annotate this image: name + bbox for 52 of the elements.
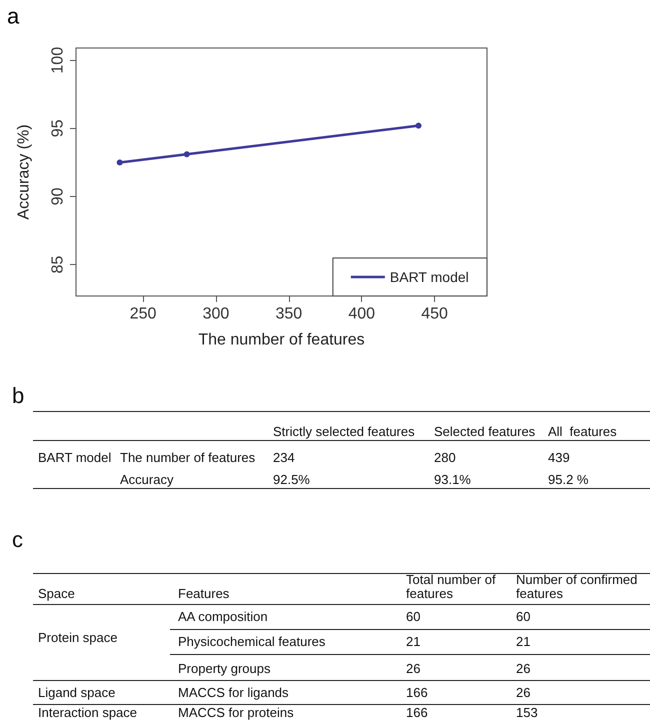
text: 234 bbox=[273, 450, 296, 465]
y-tick-label: 100 bbox=[50, 46, 66, 74]
text: 280 bbox=[434, 450, 457, 465]
text: 95.2 % bbox=[548, 472, 590, 487]
text: 21 bbox=[406, 634, 422, 649]
text: Ligand space bbox=[38, 685, 116, 700]
y-tick-label: 95 bbox=[50, 119, 66, 138]
text: 21 bbox=[516, 634, 532, 649]
text: 60 bbox=[516, 609, 532, 624]
legend-label: BART model bbox=[390, 269, 469, 285]
x-axis-title: The number of features bbox=[198, 332, 365, 348]
x-tick-label: 350 bbox=[275, 306, 302, 322]
text: Space bbox=[38, 586, 76, 601]
x-tick-label: 450 bbox=[421, 306, 448, 322]
text: Number of confirmed features bbox=[516, 572, 638, 601]
y-tick-label: 85 bbox=[50, 256, 66, 274]
text: Strictly selected features bbox=[273, 424, 416, 439]
y-tick-label: 90 bbox=[50, 188, 66, 206]
text: MACCS for proteins bbox=[178, 705, 295, 720]
text: 166 bbox=[406, 685, 429, 700]
text: Protein space bbox=[38, 630, 118, 645]
text: 92.5% bbox=[273, 472, 311, 487]
point bbox=[116, 159, 123, 166]
x-tick-label: 250 bbox=[130, 306, 156, 322]
text: Accuracy bbox=[120, 472, 174, 487]
text: AA composition bbox=[178, 609, 269, 624]
text: MACCS for ligands bbox=[178, 685, 290, 700]
text: 153 bbox=[516, 705, 539, 720]
text: The number of features bbox=[120, 450, 256, 465]
text: b bbox=[12, 383, 24, 408]
x-tick-label: 400 bbox=[348, 306, 376, 322]
x-tick-label: 300 bbox=[202, 306, 230, 322]
text: 439 bbox=[548, 450, 571, 465]
text: Selected features bbox=[434, 424, 536, 439]
text: All features bbox=[548, 424, 618, 439]
text: 26 bbox=[516, 685, 532, 700]
text: 166 bbox=[406, 705, 429, 720]
text: 60 bbox=[406, 609, 422, 624]
text: Physicochemical features bbox=[178, 634, 326, 649]
point bbox=[184, 151, 190, 158]
text: 26 bbox=[406, 661, 422, 676]
point bbox=[416, 122, 422, 129]
text: Total number of features bbox=[406, 572, 497, 601]
text: Property groups bbox=[178, 661, 272, 676]
text: Interaction space bbox=[38, 705, 138, 720]
y-axis-title: Accuracy (%) bbox=[16, 124, 32, 220]
text: c bbox=[12, 527, 23, 552]
text: 26 bbox=[516, 661, 532, 676]
text: Features bbox=[178, 586, 230, 601]
text: 93.1% bbox=[434, 472, 472, 487]
chart-title: a bbox=[7, 4, 20, 28]
text: BART model bbox=[38, 450, 112, 465]
